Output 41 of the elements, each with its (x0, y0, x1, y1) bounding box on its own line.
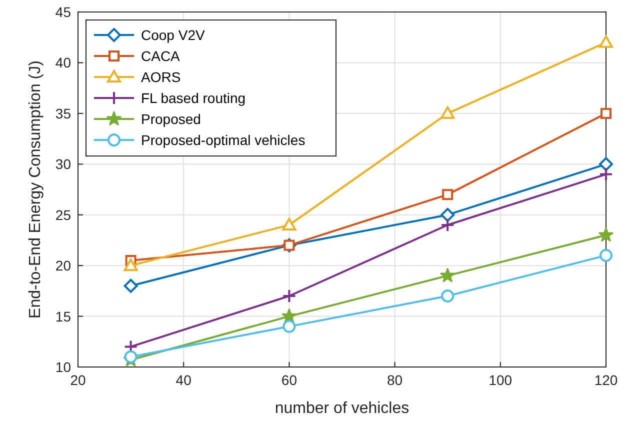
point (599, 35, 613, 48)
y-tick-label: 15 (55, 308, 72, 324)
point (282, 218, 296, 230)
y-tick-label: 35 (55, 105, 72, 122)
y-tick-label: 10 (55, 359, 72, 375)
x-tick-label: 100 (488, 372, 512, 388)
point (440, 218, 455, 232)
y-axis-title: End-to-End Energy Consumption (J) (27, 60, 44, 318)
point (599, 157, 613, 172)
point (440, 208, 455, 222)
legend-label: Coop V2V (141, 27, 206, 43)
point (599, 167, 613, 182)
point (282, 308, 297, 323)
point (282, 320, 296, 333)
legend-label: CACA (141, 48, 181, 64)
point (600, 108, 612, 119)
y-tick-label: 45 (55, 4, 72, 20)
y-tick-label: 20 (55, 258, 72, 274)
point (442, 189, 454, 200)
point (124, 350, 138, 364)
y-tick-label: 40 (55, 54, 72, 71)
y-tick-label: 30 (55, 156, 72, 172)
point (441, 290, 454, 302)
point (124, 258, 138, 272)
y-tick-label: 25 (55, 206, 72, 223)
point (440, 268, 456, 282)
x-axis-title: number of vehicles (274, 400, 410, 417)
legend-label: Proposed-optimal vehicles (141, 132, 306, 148)
point (440, 106, 455, 119)
legend-label: AORS (141, 69, 181, 85)
x-tick-label: 20 (70, 372, 86, 388)
x-tick-label: 40 (176, 372, 192, 388)
x-tick-label: 80 (387, 372, 403, 388)
point (600, 248, 612, 262)
point (282, 289, 296, 303)
x-tick-label: 120 (594, 372, 618, 388)
legend-label: FL based routing (141, 90, 246, 106)
legend-label: Proposed (141, 111, 201, 127)
point (124, 278, 138, 293)
x-tick-label: 60 (281, 372, 298, 388)
point (598, 227, 614, 242)
